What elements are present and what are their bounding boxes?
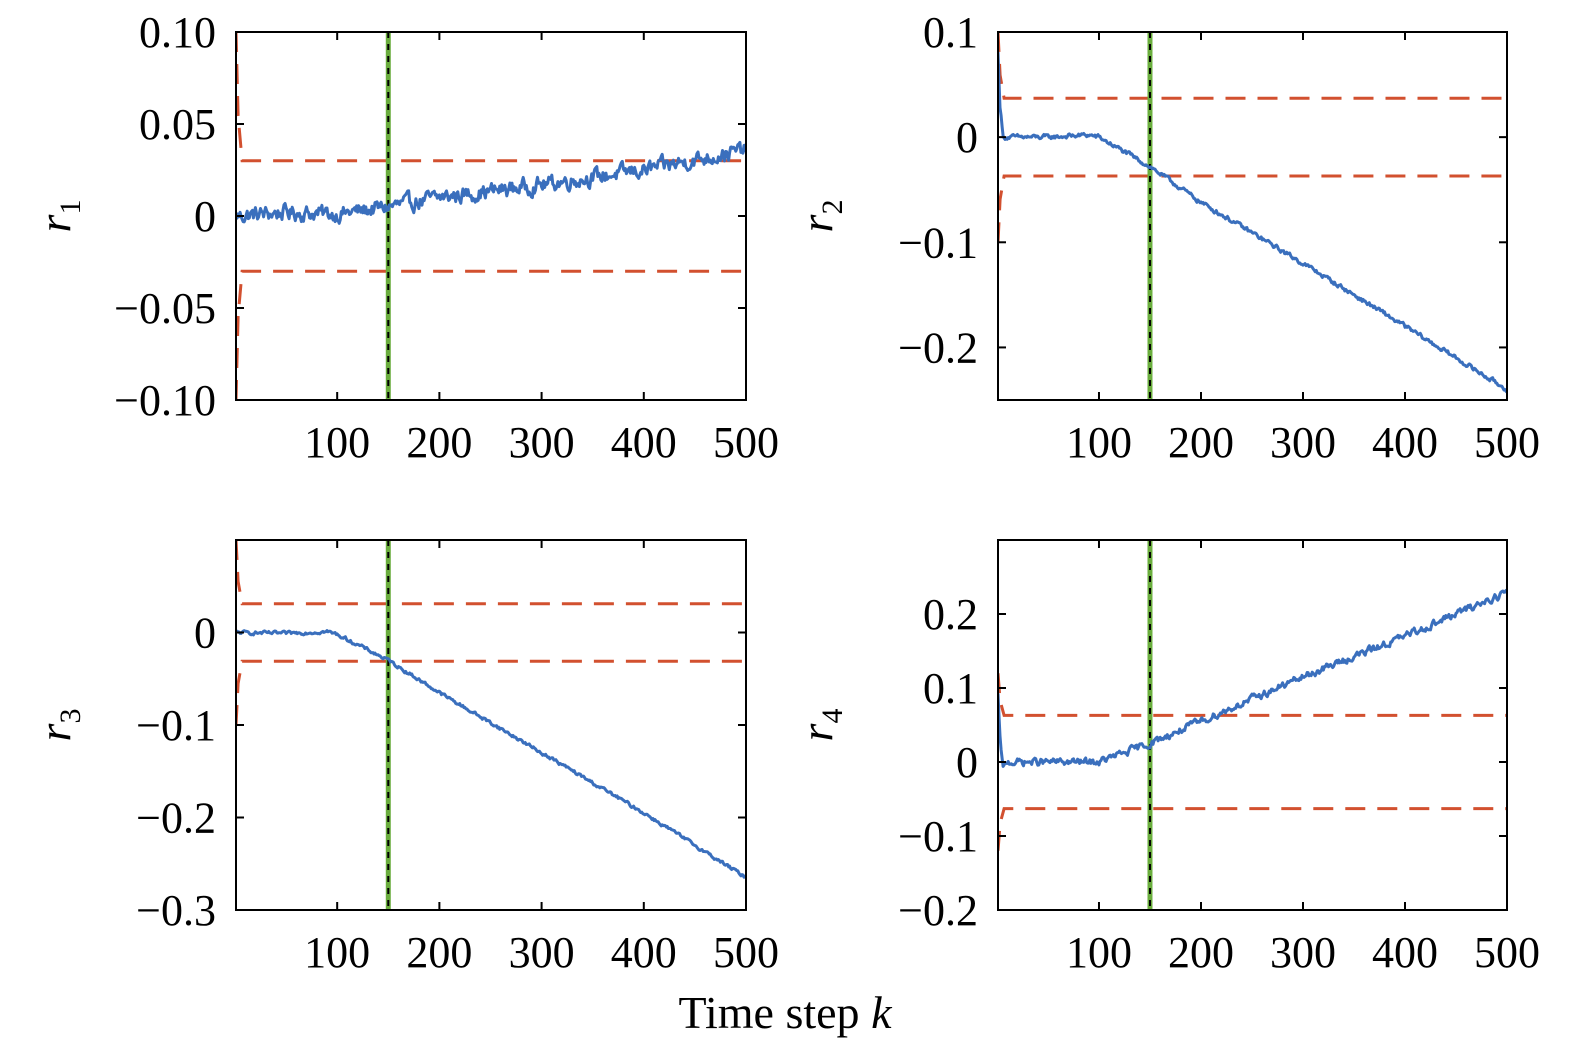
y-tick-label: −0.1 [136, 701, 216, 750]
y-axis-label: r1 [29, 200, 87, 233]
y-tick-label: 0 [956, 738, 978, 787]
y-tick-label: −0.10 [114, 376, 216, 425]
plot-area-4 [998, 540, 1507, 910]
y-tick-label: 0 [194, 609, 216, 658]
y-tick-label: 0.1 [923, 664, 978, 713]
axes-frame [997, 539, 1508, 911]
x-tick-label: 300 [1270, 928, 1336, 977]
x-tick-label: 500 [1474, 418, 1540, 467]
upper-threshold-line [236, 32, 746, 163]
y-tick-label: 0.10 [139, 8, 216, 57]
x-tick-label: 300 [509, 418, 575, 467]
x-tick-label: 100 [304, 418, 370, 467]
y-tick-label: 0.2 [923, 590, 978, 639]
x-tick-label: 100 [1066, 418, 1132, 467]
x-tick-label: 200 [406, 418, 472, 467]
plot-area-1 [236, 32, 746, 400]
residual-line [236, 629, 746, 879]
residual-line [998, 588, 1507, 768]
plot-area-2 [998, 32, 1507, 400]
x-tick-label: 500 [1474, 928, 1540, 977]
x-tick-label: 400 [1372, 418, 1438, 467]
lower-threshold-line [236, 659, 746, 726]
y-tick-label: −0.2 [136, 794, 216, 843]
x-tick-label: 500 [713, 418, 779, 467]
x-tick-label: 400 [611, 928, 677, 977]
x-tick-label: 100 [304, 928, 370, 977]
y-tick-label: −0.2 [898, 886, 978, 935]
y-tick-label: 0 [194, 192, 216, 241]
y-tick-label: −0.05 [114, 284, 216, 333]
y-axis-label: r3 [29, 709, 87, 742]
subplot-3: 100 200 300 400 500 −0.3 −0.2 −0.1 0 r3 [29, 539, 779, 977]
x-axis-label: Time step k [679, 987, 894, 1038]
subplot-1: 100 200 300 400 500 −0.10 −0.05 0 0.05 0.10 r1 [29, 8, 779, 467]
x-tick-label: 200 [406, 928, 472, 977]
x-tick-label: 200 [1168, 418, 1234, 467]
residual-line [998, 52, 1507, 394]
y-axis-label: r4 [791, 709, 849, 742]
x-tick-label: 300 [509, 928, 575, 977]
y-tick-label: −0.1 [898, 812, 978, 861]
residual-line [236, 140, 746, 225]
y-tick-label: 0.05 [139, 100, 216, 149]
plot-area-3 [236, 540, 746, 910]
x-tick-label: 500 [713, 928, 779, 977]
y-tick-label: 0.1 [923, 8, 978, 57]
y-tick-label: −0.2 [898, 323, 978, 372]
x-tick-label: 200 [1168, 928, 1234, 977]
lower-threshold-line [236, 269, 746, 400]
x-tick-label: 400 [1372, 928, 1438, 977]
y-axis-label: r2 [791, 200, 849, 233]
x-tick-label: 400 [611, 418, 677, 467]
y-tick-label: −0.1 [898, 218, 978, 267]
subplot-2: 100 200 300 400 500 −0.2 −0.1 0 0.1 r2 [791, 8, 1540, 467]
axes-frame [997, 31, 1508, 401]
y-tick-label: 0 [956, 113, 978, 162]
upper-threshold-line [998, 673, 1507, 717]
upper-threshold-line [236, 540, 746, 606]
subplot-4: 100 200 300 400 500 −0.2 −0.1 0 0.1 0.2 r4 [791, 539, 1540, 977]
upper-threshold-line [998, 32, 1507, 100]
lower-threshold-line [998, 807, 1507, 851]
x-tick-label: 100 [1066, 928, 1132, 977]
x-tick-label: 300 [1270, 418, 1336, 467]
y-tick-label: −0.3 [136, 886, 216, 935]
